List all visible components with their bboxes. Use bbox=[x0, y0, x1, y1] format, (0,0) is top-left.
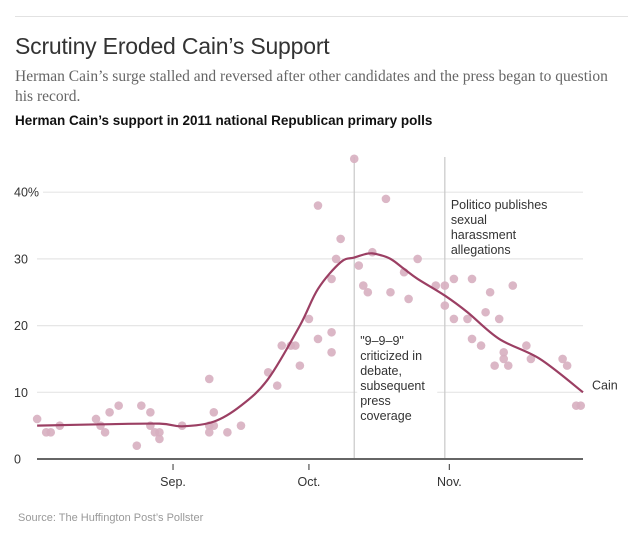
annotation-bg bbox=[357, 393, 438, 408]
poll-dot bbox=[386, 287, 395, 297]
annotation-bg bbox=[357, 408, 438, 423]
poll-dot bbox=[499, 347, 509, 357]
poll-dot bbox=[209, 408, 219, 417]
annotation-text: debate, bbox=[360, 364, 402, 378]
poll-dot bbox=[313, 201, 323, 210]
poll-dot bbox=[114, 401, 123, 410]
poll-dot bbox=[354, 261, 364, 270]
annotation-text: press bbox=[360, 394, 391, 408]
poll-dot bbox=[331, 254, 341, 264]
poll-dot bbox=[105, 408, 114, 417]
annotation-bg bbox=[357, 363, 438, 378]
gridlines bbox=[37, 191, 583, 393]
poll-dot bbox=[291, 341, 300, 350]
poll-dot bbox=[363, 287, 373, 297]
poll-dot bbox=[440, 301, 450, 310]
poll-dot bbox=[336, 234, 345, 244]
annotation-text: sexual bbox=[451, 213, 487, 227]
annotation-text: coverage bbox=[360, 409, 411, 423]
poll-dot bbox=[381, 194, 391, 204]
poll-dot bbox=[413, 254, 422, 264]
poll-dot bbox=[449, 314, 459, 324]
annotations: "9–9–9"criticized indebate,subsequentpre… bbox=[357, 198, 547, 423]
poll-dot bbox=[503, 361, 513, 370]
poll-dot bbox=[358, 281, 368, 290]
x-tick-label: Oct. bbox=[297, 475, 320, 489]
trend-line-group: Cain bbox=[37, 252, 618, 428]
poll-dot bbox=[558, 354, 567, 364]
poll-dot bbox=[404, 294, 413, 304]
top-divider bbox=[15, 16, 628, 17]
poll-dot bbox=[576, 401, 586, 410]
poll-dot bbox=[295, 361, 305, 370]
poll-dot bbox=[499, 354, 509, 364]
trend-line bbox=[37, 252, 584, 428]
poll-dot bbox=[327, 327, 336, 337]
poll-dot bbox=[368, 247, 377, 257]
annotation-text: Politico publishes bbox=[451, 198, 548, 212]
poll-dot bbox=[327, 347, 336, 357]
poll-dot bbox=[526, 354, 536, 364]
poll-dot bbox=[481, 307, 490, 317]
page-title: Scrutiny Eroded Cain’s Support bbox=[15, 33, 330, 59]
annotation-text: criticized in bbox=[360, 349, 422, 363]
poll-dot bbox=[440, 281, 450, 290]
poll-dot bbox=[155, 428, 164, 437]
x-tick-label: Sep. bbox=[160, 475, 186, 489]
poll-dot bbox=[100, 428, 110, 437]
poll-dot bbox=[490, 361, 499, 370]
poll-dot bbox=[313, 334, 323, 344]
annotation-bg bbox=[357, 333, 438, 348]
annotation-bg bbox=[357, 348, 438, 363]
chart-title: Herman Cain’s support in 2011 national R… bbox=[15, 113, 433, 128]
poll-dot bbox=[204, 374, 214, 384]
y-tick-label: 20 bbox=[14, 319, 28, 333]
poll-dot bbox=[236, 421, 246, 430]
poll-dot bbox=[223, 428, 232, 437]
y-axis: 0 10 20 30 40% bbox=[14, 186, 39, 467]
poll-dot bbox=[277, 341, 287, 350]
poll-dot bbox=[272, 381, 282, 390]
poll-dot bbox=[476, 341, 486, 350]
poll-dot bbox=[522, 341, 531, 350]
poll-dot bbox=[91, 414, 101, 424]
source-note: Source: The Huffington Post’s Pollster bbox=[18, 512, 204, 524]
annotation-text: allegations bbox=[451, 243, 511, 257]
poll-dot bbox=[508, 281, 518, 290]
x-tick-label: Nov. bbox=[437, 475, 462, 489]
poll-dot bbox=[146, 408, 155, 417]
poll-dot bbox=[562, 361, 572, 370]
page-subtitle: Herman Cain’s surge stalled and reversed… bbox=[15, 68, 608, 105]
x-axis: Sep. Oct. Nov. bbox=[37, 458, 583, 489]
poll-dot bbox=[467, 274, 477, 284]
y-tick-label: 30 bbox=[14, 252, 28, 266]
poll-dot bbox=[463, 314, 472, 324]
poll-dot bbox=[304, 314, 314, 324]
annotation-text: harassment bbox=[451, 228, 517, 242]
annotation-bg bbox=[357, 378, 438, 393]
poll-dot bbox=[46, 428, 56, 437]
y-tick-label: 40% bbox=[14, 186, 39, 200]
series-label-cain: Cain bbox=[592, 378, 618, 392]
poll-dot bbox=[155, 434, 164, 444]
poll-dot bbox=[32, 414, 42, 424]
poll-dot bbox=[209, 421, 219, 430]
poll-dot bbox=[204, 428, 214, 437]
poll-dot bbox=[467, 334, 477, 344]
poll-dot bbox=[485, 287, 495, 297]
annotation-text: subsequent bbox=[360, 379, 425, 393]
poll-dot bbox=[132, 441, 142, 450]
poll-dot bbox=[494, 314, 504, 324]
poll-dot bbox=[449, 274, 459, 284]
poll-dot bbox=[349, 154, 359, 164]
y-tick-label: 0 bbox=[14, 453, 21, 467]
y-tick-label: 10 bbox=[14, 386, 28, 400]
annotation-text: "9–9–9" bbox=[360, 334, 404, 348]
poll-dot bbox=[137, 401, 146, 410]
poll-dot bbox=[327, 274, 336, 284]
